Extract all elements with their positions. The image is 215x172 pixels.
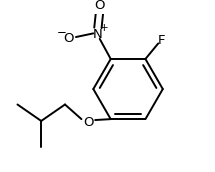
Text: +: + — [100, 23, 109, 33]
Text: O: O — [83, 116, 94, 129]
Text: O: O — [94, 0, 105, 12]
Text: O: O — [63, 32, 74, 45]
Text: N: N — [93, 28, 103, 41]
Text: −: − — [56, 26, 66, 39]
Text: F: F — [158, 34, 166, 47]
